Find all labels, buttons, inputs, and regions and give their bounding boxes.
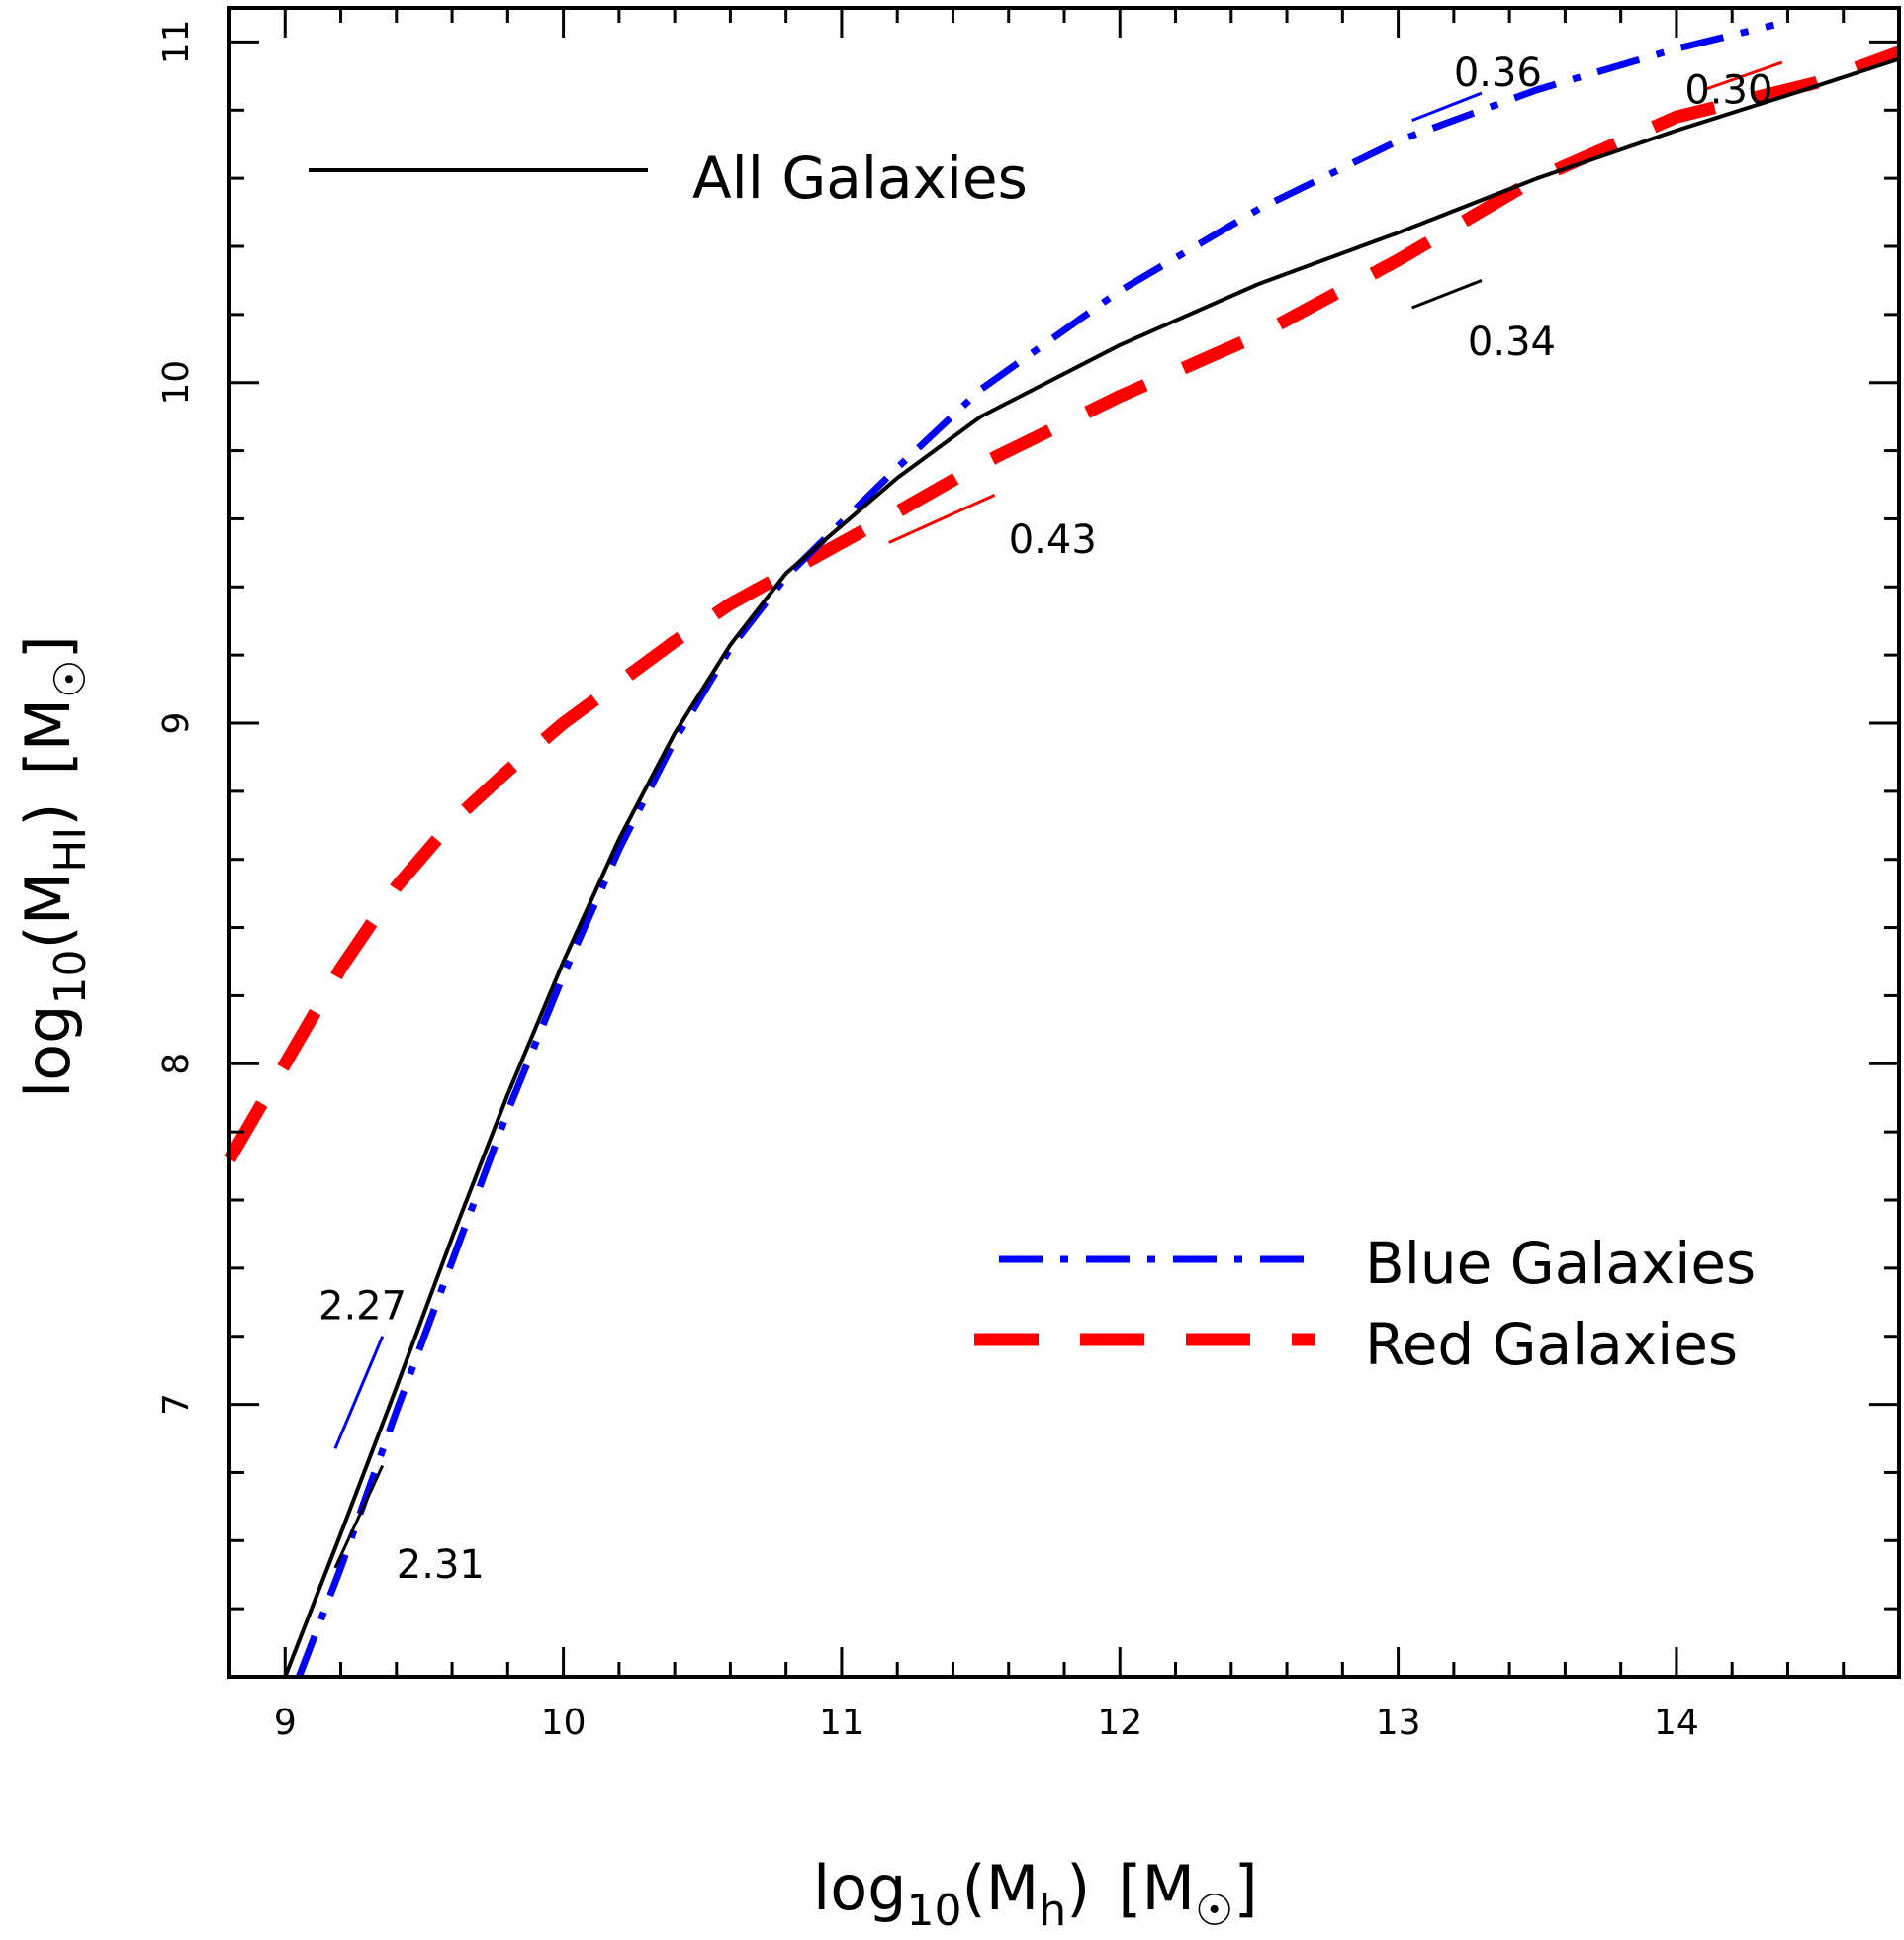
slope-label: 0.43 [1009,517,1097,563]
x-axis-sun-symbol: ☉ [1195,1886,1233,1936]
axis-ticks [227,8,1901,1679]
y-axis-title-msub: HI [45,827,96,873]
y-axis-title-prefix: log [12,1004,84,1098]
y-tick-label: 9 [156,712,197,735]
y-tick-label: 7 [156,1393,197,1416]
x-axis-title-sub: 10 [907,1886,962,1936]
x-axis-title-close: ) [1066,1852,1090,1924]
y-axis-title-sub: 10 [45,949,96,1004]
y-tick-label: 10 [156,360,197,406]
x-tick-label: 11 [819,1703,864,1743]
y-axis-title-unit: [M [12,698,84,776]
slope-segment [333,1464,385,1569]
slope-label: 0.30 [1684,67,1772,113]
x-tick-label: 13 [1376,1703,1421,1743]
x-axis-title-unit-close: ] [1233,1852,1257,1924]
y-axis-sun-symbol: ☉ [45,659,96,697]
series-layer [224,21,1902,1679]
y-tick-label: 11 [156,20,197,65]
slope-segment [1411,279,1483,310]
x-axis-title-prefix: log [813,1852,907,1924]
y-axis-title-unit-close: ] [12,635,84,659]
legend: All Galaxies Blue Galaxies Red Galaxies [309,144,1756,1378]
x-tick-label: 14 [1654,1703,1699,1743]
slope-label: 2.31 [397,1542,485,1588]
slope-label: 0.36 [1454,50,1542,96]
y-axis-title-main: (M [12,873,84,950]
plot-frame [227,6,1901,1679]
x-tick-label: 9 [274,1703,297,1743]
x-axis-title-main: (M [962,1852,1040,1924]
x-axis-title-unit: [M [1118,1852,1195,1924]
series-line-red-galaxies [224,46,1902,1162]
legend-label-blue: Blue Galaxies [1365,1230,1756,1297]
y-axis-title: log10(MHI) [M☉] [12,635,96,1098]
slope-annotations: 2.27 2.31 0.43 0.34 0.36 0.30 [318,50,1783,1588]
slope-segment [1411,91,1483,123]
slope-label: 0.34 [1468,320,1556,365]
slope-segment [1703,60,1783,92]
legend-label-red: Red Galaxies [1365,1311,1738,1378]
x-axis-title-msub: h [1039,1886,1066,1936]
legend-label-all: All Galaxies [692,144,1028,212]
slope-segment [888,493,996,544]
series-line-blue-galaxies [296,21,1775,1679]
slope-segment [333,1336,385,1449]
y-axis-title-close: ) [12,803,84,827]
y-tick-label: 8 [156,1053,197,1075]
slope-label: 2.27 [318,1284,407,1330]
x-tick-label: 12 [1097,1703,1142,1743]
tick-labels: 9 10 11 12 13 14 7 8 9 10 11 [156,20,1699,1743]
x-tick-label: 10 [541,1703,587,1743]
series-line-all-galaxies [283,56,1900,1678]
x-axis-title: log10(Mh) [M☉] [813,1852,1258,1936]
